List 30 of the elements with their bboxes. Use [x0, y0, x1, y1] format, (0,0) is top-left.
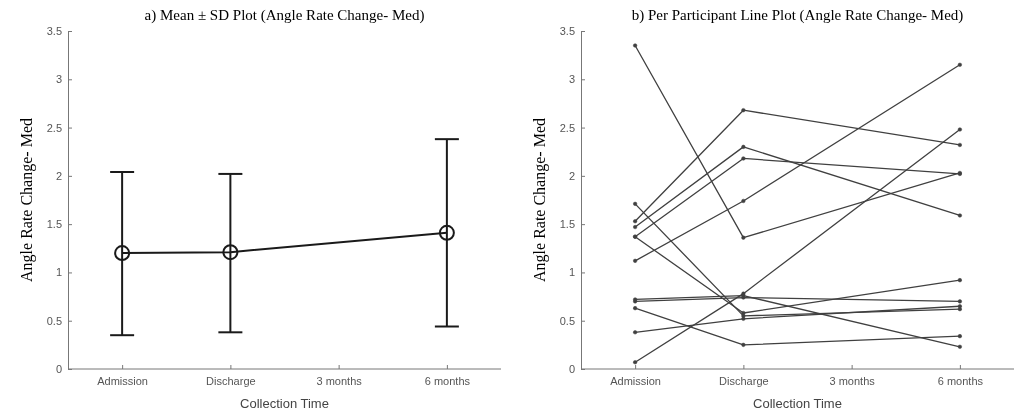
x-tick-label: 6 months [937, 374, 984, 387]
y-tick-label: 1 [568, 266, 575, 279]
x-tick-label: 3 months [316, 374, 363, 387]
y-tick-label: 3 [568, 73, 575, 86]
y-axis-title: Angle Rate Change- Med [531, 118, 549, 282]
x-axis-title: Collection Time [753, 396, 842, 411]
x-axis-title: Collection Time [240, 396, 329, 411]
y-tick-label: 3.5 [46, 25, 62, 38]
x-tick-label: Admission [610, 374, 661, 387]
y-tick-label: 0.5 [559, 314, 575, 327]
x-tick-label: Discharge [719, 374, 769, 387]
y-tick-label: 2 [55, 169, 62, 182]
y-axis-title: Angle Rate Change- Med [18, 118, 36, 282]
chart-title: a) Mean ± SD Plot (Angle Rate Change- Med) [144, 7, 425, 24]
x-tick-label: Discharge [206, 374, 256, 387]
y-tick-label: 2.5 [559, 121, 575, 134]
y-tick-label: 2 [568, 169, 575, 182]
y-tick-label: 3 [55, 73, 62, 86]
y-tick-label: 2.5 [46, 121, 62, 134]
y-tick-label: 0.5 [46, 314, 62, 327]
chart-title: b) Per Participant Line Plot (Angle Rate Change- Med) [631, 7, 964, 24]
y-tick-label: 0 [55, 363, 62, 376]
x-tick-label: 3 months [829, 374, 876, 387]
y-tick-label: 1 [55, 266, 62, 279]
y-tick-label: 0 [568, 363, 575, 376]
y-tick-label: 1.5 [559, 218, 575, 231]
y-tick-label: 1.5 [46, 218, 62, 231]
y-tick-label: 3.5 [559, 25, 575, 38]
x-tick-label: Admission [97, 374, 148, 387]
x-tick-label: 6 months [424, 374, 471, 387]
